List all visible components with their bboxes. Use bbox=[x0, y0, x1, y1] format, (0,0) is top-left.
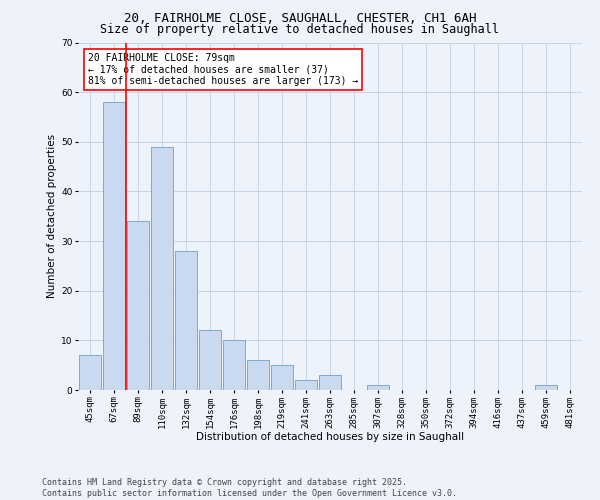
Bar bbox=[271, 365, 293, 390]
Text: 20 FAIRHOLME CLOSE: 79sqm
← 17% of detached houses are smaller (37)
81% of semi-: 20 FAIRHOLME CLOSE: 79sqm ← 17% of detac… bbox=[88, 53, 358, 86]
Bar bbox=[247, 360, 269, 390]
Y-axis label: Number of detached properties: Number of detached properties bbox=[47, 134, 57, 298]
Bar bbox=[151, 147, 173, 390]
Bar bbox=[79, 355, 101, 390]
Text: Contains HM Land Registry data © Crown copyright and database right 2025.
Contai: Contains HM Land Registry data © Crown c… bbox=[42, 478, 457, 498]
Bar bbox=[295, 380, 317, 390]
Bar bbox=[103, 102, 125, 390]
Bar bbox=[367, 385, 389, 390]
Text: Size of property relative to detached houses in Saughall: Size of property relative to detached ho… bbox=[101, 22, 499, 36]
Bar bbox=[535, 385, 557, 390]
X-axis label: Distribution of detached houses by size in Saughall: Distribution of detached houses by size … bbox=[196, 432, 464, 442]
Bar bbox=[199, 330, 221, 390]
Bar bbox=[223, 340, 245, 390]
Bar bbox=[319, 375, 341, 390]
Text: 20, FAIRHOLME CLOSE, SAUGHALL, CHESTER, CH1 6AH: 20, FAIRHOLME CLOSE, SAUGHALL, CHESTER, … bbox=[124, 12, 476, 26]
Bar bbox=[127, 221, 149, 390]
Bar bbox=[175, 251, 197, 390]
